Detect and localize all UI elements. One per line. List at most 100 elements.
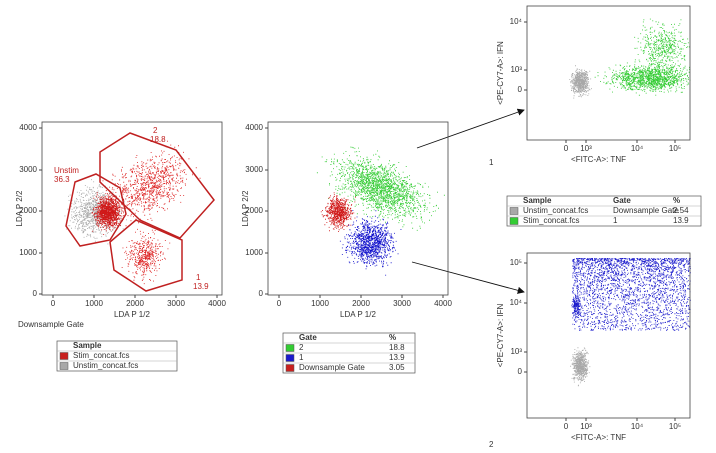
y-tick-label: 0 bbox=[518, 85, 523, 94]
table-frame bbox=[506, 195, 702, 227]
gate bbox=[99, 132, 215, 239]
color-swatch bbox=[285, 344, 295, 352]
x-tick-label: 10⁵ bbox=[669, 144, 681, 153]
x-tick-label: 10⁵ bbox=[669, 422, 681, 431]
x-tick-label: 0 bbox=[277, 299, 282, 308]
y-axis-label: <PE-CY7-A>: IFN bbox=[496, 303, 505, 367]
y-tick-label: 10⁴ bbox=[510, 17, 523, 26]
table-cell: Unstim_concat.fcs bbox=[523, 206, 588, 215]
plot-frame bbox=[526, 252, 691, 419]
table-header: % bbox=[673, 196, 680, 205]
gate-name: Unstim bbox=[54, 166, 79, 175]
color-swatch bbox=[285, 364, 295, 372]
table-frame bbox=[56, 340, 178, 372]
y-tick-label: 1000 bbox=[19, 248, 37, 257]
plot-frame bbox=[526, 5, 691, 141]
table-header: Sample bbox=[73, 341, 102, 350]
point-cloud bbox=[570, 347, 591, 387]
panel-marker: 1 bbox=[489, 158, 494, 167]
x-tick-label: 1000 bbox=[85, 299, 103, 308]
x-axis-label: LDA P 1/2 bbox=[114, 310, 150, 319]
x-tick-label: 0 bbox=[51, 299, 56, 308]
plot-frame bbox=[41, 121, 223, 296]
color-swatch bbox=[509, 207, 519, 215]
table-header: Sample bbox=[523, 196, 552, 205]
x-tick-label: 10³ bbox=[580, 422, 592, 431]
gate-name: 2 bbox=[153, 126, 158, 135]
arrow bbox=[411, 261, 525, 294]
table-cell: 3.05 bbox=[389, 363, 405, 372]
x-tick-label: 4000 bbox=[434, 299, 452, 308]
color-swatch bbox=[59, 352, 69, 360]
x-axis-label: <FITC-A>: TNF bbox=[571, 155, 626, 164]
table-header: Gate bbox=[299, 333, 317, 342]
gate-pct: 13.9 bbox=[193, 282, 209, 291]
x-axis-label: <FITC-A>: TNF bbox=[571, 433, 626, 442]
y-tick-label: 4000 bbox=[19, 123, 37, 132]
y-axis-label: <PE-CY7-A>: IFN bbox=[496, 41, 505, 105]
panel-marker: 2 bbox=[489, 440, 494, 448]
x-tick-label: 3000 bbox=[393, 299, 411, 308]
table-cell: 13.9 bbox=[389, 353, 405, 362]
y-tick-label: 0 bbox=[259, 289, 264, 298]
table-cell: 1 bbox=[299, 353, 304, 362]
y-tick-label: 3000 bbox=[245, 165, 263, 174]
x-tick-label: 2000 bbox=[126, 299, 144, 308]
x-tick-label: 10⁴ bbox=[631, 144, 644, 153]
table-cell: 18.8 bbox=[389, 343, 405, 352]
gate-name: 1 bbox=[196, 273, 201, 282]
y-tick-label: 10³ bbox=[510, 347, 522, 356]
table-cell: 1 bbox=[613, 216, 618, 225]
point-cloud bbox=[572, 258, 691, 331]
x-tick-label: 4000 bbox=[208, 299, 226, 308]
y-tick-label: 10³ bbox=[510, 65, 522, 74]
point-cloud bbox=[339, 210, 402, 276]
point-cloud bbox=[569, 65, 592, 99]
plot-frame bbox=[267, 121, 449, 296]
point-cloud bbox=[316, 146, 445, 231]
x-tick-label: 10³ bbox=[580, 144, 592, 153]
x-tick-label: 10⁴ bbox=[631, 422, 644, 431]
gate-pct: 36.3 bbox=[54, 175, 70, 184]
x-axis-label: LDA P 1/2 bbox=[340, 310, 376, 319]
y-tick-label: 0 bbox=[33, 289, 38, 298]
table-cell: Stim_concat.fcs bbox=[523, 216, 579, 225]
x-tick-label: 0 bbox=[564, 144, 569, 153]
color-swatch bbox=[285, 354, 295, 362]
point-cloud bbox=[121, 228, 171, 285]
y-tick-label: 2000 bbox=[245, 206, 263, 215]
x-tick-label: 2000 bbox=[352, 299, 370, 308]
point-cloud bbox=[91, 192, 125, 235]
x-tick-label: 1000 bbox=[311, 299, 329, 308]
point-cloud bbox=[102, 139, 201, 227]
table-header: Gate bbox=[613, 196, 631, 205]
y-tick-label: 1000 bbox=[245, 248, 263, 257]
y-tick-label: 10⁴ bbox=[510, 298, 523, 307]
color-swatch bbox=[59, 362, 69, 370]
point-cloud bbox=[594, 60, 691, 96]
y-tick-label: 2000 bbox=[19, 206, 37, 215]
x-tick-label: 0 bbox=[564, 422, 569, 431]
table-header: % bbox=[389, 333, 396, 342]
y-tick-label: 4000 bbox=[245, 123, 263, 132]
table-cell: Downsample Gate bbox=[299, 363, 365, 372]
caption: Downsample Gate bbox=[18, 320, 84, 329]
x-tick-label: 3000 bbox=[167, 299, 185, 308]
arrow bbox=[416, 108, 525, 149]
y-axis-label: LDA P 2/2 bbox=[15, 190, 24, 226]
table-cell: Downsample Gate bbox=[613, 206, 679, 215]
table-cell: Unstim_concat.fcs bbox=[73, 361, 138, 370]
table-cell: 2.54 bbox=[673, 206, 689, 215]
table-cell: Stim_concat.fcs bbox=[73, 351, 129, 360]
gate bbox=[109, 219, 183, 292]
table-cell: 13.9 bbox=[673, 216, 689, 225]
color-swatch bbox=[509, 217, 519, 225]
point-cloud bbox=[571, 292, 582, 319]
table-cell: 2 bbox=[299, 343, 304, 352]
y-tick-label: 10⁵ bbox=[510, 258, 522, 267]
y-axis-label: LDA P 2/2 bbox=[241, 190, 250, 226]
gate-pct: 18.8 bbox=[150, 135, 166, 144]
point-cloud bbox=[320, 192, 356, 232]
y-tick-label: 0 bbox=[518, 367, 523, 376]
